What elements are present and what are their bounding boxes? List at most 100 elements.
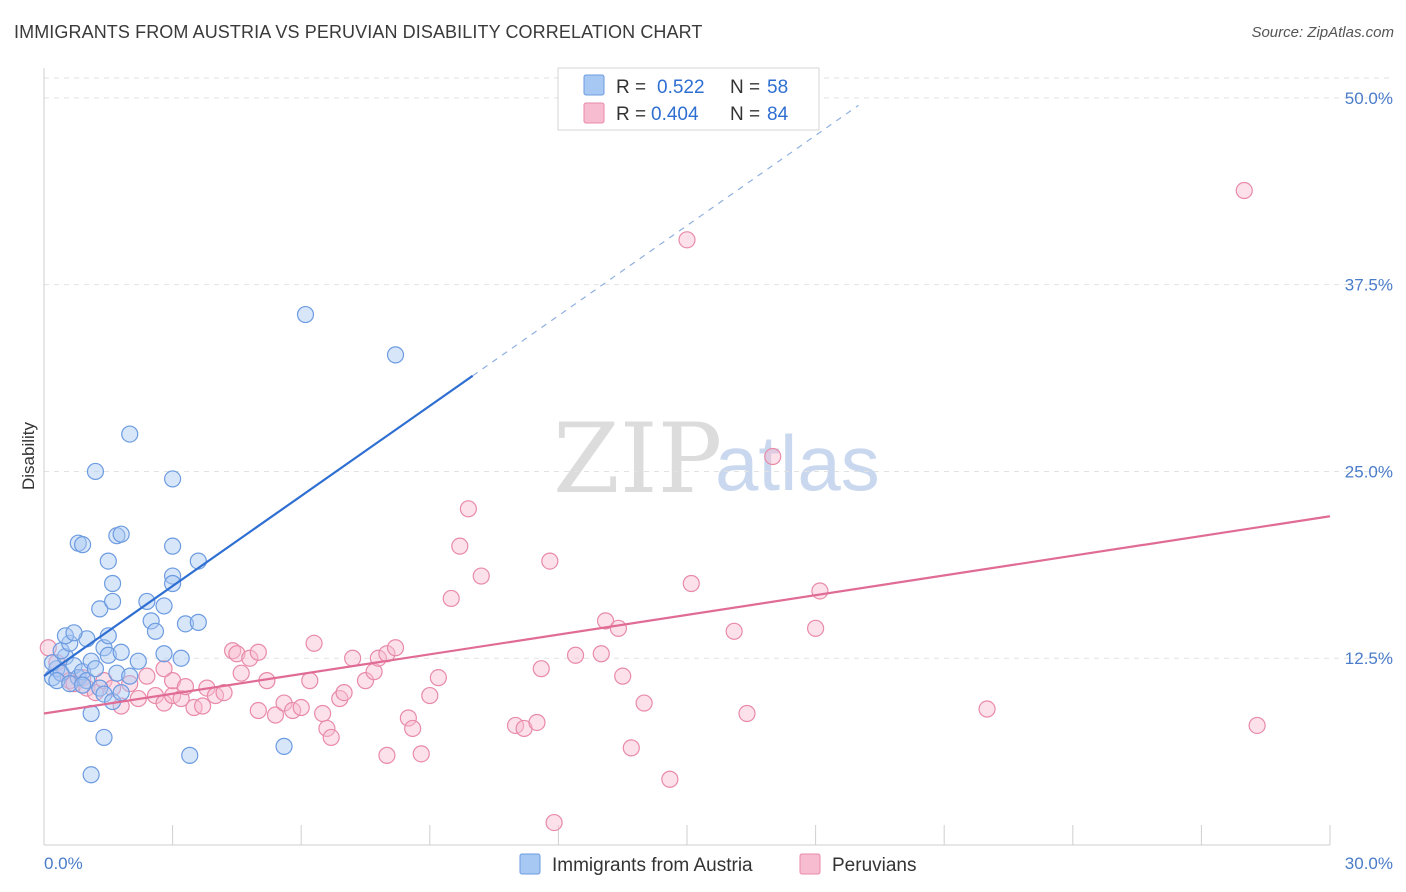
data-point bbox=[609, 619, 628, 637]
data-point bbox=[232, 664, 250, 682]
data-point bbox=[103, 574, 122, 593]
y-tick-label: 37.5% bbox=[1345, 276, 1393, 295]
data-point bbox=[164, 470, 182, 488]
x-tick-label-max: 30.0% bbox=[1345, 854, 1393, 873]
data-point bbox=[725, 622, 743, 640]
data-point bbox=[155, 645, 173, 663]
series-legend: Immigrants from Austria Peruvians bbox=[519, 853, 917, 876]
data-point bbox=[541, 552, 559, 570]
series-swatch-peruvians bbox=[799, 853, 821, 875]
data-point bbox=[592, 645, 610, 663]
data-point bbox=[566, 646, 585, 664]
data-point bbox=[412, 745, 430, 763]
watermark-zip: ZIP bbox=[553, 403, 722, 515]
data-point bbox=[228, 645, 246, 663]
data-point bbox=[421, 686, 439, 705]
trend-lines bbox=[43, 104, 1331, 715]
y-tick-label: 50.0% bbox=[1345, 89, 1393, 108]
x-axis-ticks bbox=[172, 825, 1331, 845]
data-point bbox=[189, 613, 207, 631]
data-point bbox=[738, 704, 756, 723]
data-point bbox=[404, 719, 422, 738]
series-label-peruvians: Peruvians bbox=[832, 855, 917, 876]
data-point bbox=[399, 709, 417, 727]
data-point bbox=[322, 728, 340, 747]
data-point bbox=[73, 676, 92, 694]
data-point bbox=[596, 612, 615, 630]
data-point bbox=[185, 698, 203, 717]
data-point bbox=[112, 643, 130, 661]
legend-n-label-austria: N = bbox=[730, 77, 760, 98]
data-point bbox=[806, 619, 825, 637]
data-point bbox=[82, 766, 100, 784]
data-point bbox=[545, 813, 563, 832]
data-point bbox=[472, 567, 490, 585]
stats-legend: R = 0.522 N = 58 R = 0.404 N = 84 bbox=[557, 67, 820, 131]
data-point bbox=[215, 683, 233, 702]
data-point bbox=[112, 683, 130, 702]
data-point bbox=[1235, 181, 1253, 200]
legend-r-value-austria: 0.522 bbox=[657, 77, 705, 98]
data-point bbox=[451, 537, 469, 555]
data-point bbox=[622, 739, 640, 757]
gridlines bbox=[44, 77, 1393, 659]
y-tick-labels: 12.5% 25.0% 37.5% 50.0% bbox=[1345, 89, 1393, 668]
data-point bbox=[108, 664, 126, 682]
series-label-austria: Immigrants from Austria bbox=[552, 855, 753, 876]
series-swatch-austria bbox=[519, 853, 541, 875]
data-point bbox=[61, 675, 79, 693]
data-point bbox=[121, 425, 139, 443]
data-point bbox=[86, 462, 105, 481]
data-point bbox=[356, 672, 375, 690]
data-point bbox=[335, 683, 353, 702]
chart-title: IMMIGRANTS FROM AUSTRIA VS PERUVIAN DISA… bbox=[14, 22, 703, 42]
data-point bbox=[386, 346, 405, 364]
data-point bbox=[181, 746, 199, 764]
data-point bbox=[176, 615, 195, 633]
data-point bbox=[164, 537, 182, 555]
data-point bbox=[528, 713, 546, 732]
data-point bbox=[635, 694, 653, 712]
data-point bbox=[764, 447, 782, 466]
data-point bbox=[103, 592, 122, 611]
data-point bbox=[172, 649, 190, 667]
data-point bbox=[129, 652, 147, 670]
data-point bbox=[661, 770, 679, 788]
legend-n-value-austria: 58 bbox=[767, 77, 788, 98]
data-point bbox=[155, 597, 173, 615]
data-point bbox=[99, 646, 117, 664]
legend-swatch-peruvians bbox=[583, 102, 605, 124]
data-point bbox=[99, 552, 117, 570]
data-point bbox=[301, 672, 319, 690]
data-point bbox=[138, 592, 156, 611]
data-point bbox=[241, 649, 259, 667]
data-point bbox=[73, 536, 92, 554]
x-tick-label-min: 0.0% bbox=[44, 854, 83, 873]
data-point bbox=[48, 672, 66, 690]
data-point bbox=[532, 660, 550, 678]
data-point bbox=[442, 589, 460, 608]
y-tick-label: 25.0% bbox=[1345, 462, 1393, 481]
data-point bbox=[91, 600, 109, 618]
trend-line bbox=[43, 374, 474, 678]
legend-r-label-austria: R = bbox=[616, 77, 646, 98]
data-point bbox=[292, 698, 310, 717]
legend-n-label-peruvians: N = bbox=[730, 104, 760, 125]
trend-line-extension bbox=[472, 104, 859, 377]
data-point bbox=[811, 582, 829, 600]
data-point bbox=[296, 305, 315, 324]
data-point bbox=[249, 701, 267, 720]
legend-r-label-peruvians: R = bbox=[616, 104, 646, 125]
data-point bbox=[65, 624, 83, 642]
legend-r-value-peruvians: 0.404 bbox=[651, 104, 699, 125]
y-axis-label: Disability bbox=[19, 421, 38, 490]
data-point bbox=[86, 660, 105, 678]
data-point bbox=[459, 500, 477, 518]
data-point bbox=[305, 634, 323, 652]
data-point bbox=[146, 622, 165, 640]
data-point bbox=[142, 612, 160, 630]
data-point bbox=[614, 667, 632, 685]
data-point bbox=[1248, 716, 1266, 735]
legend-swatch-austria bbox=[583, 74, 605, 96]
